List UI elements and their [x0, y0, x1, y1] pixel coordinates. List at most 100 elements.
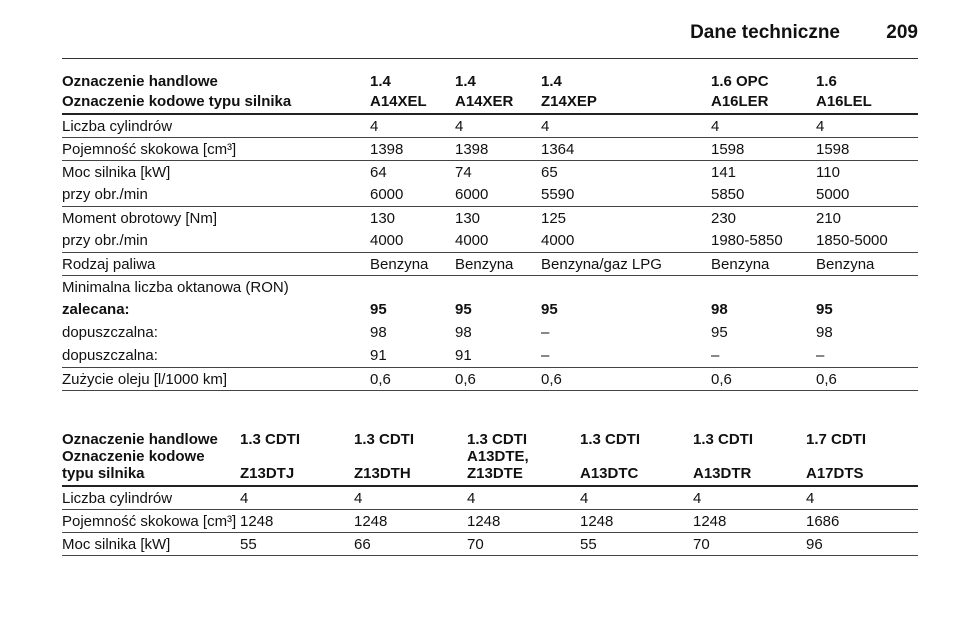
value-cell — [816, 275, 918, 298]
row-label: Moc silnika [kW] — [62, 532, 240, 556]
value-cell: 4000 — [455, 229, 541, 253]
header-cell: A17DTS — [806, 448, 918, 487]
header-cell: 1.6 — [816, 73, 837, 90]
value-cell: 98 — [816, 324, 833, 341]
header-cell: A13DTE, Z13DTE — [467, 448, 580, 487]
header-cell: 1.6 OPC — [711, 73, 769, 90]
row-label: zalecana: — [62, 301, 130, 318]
value-cell: 130 — [455, 209, 481, 227]
value-cell: 4 — [240, 486, 354, 510]
header-row: Oznaczenie kodowe typu silnika Z13DTJ Z13D… — [62, 448, 918, 487]
value-cell: – — [541, 324, 550, 341]
header-cell: 1.7 CDTI — [806, 431, 867, 448]
value-cell: 125 — [541, 209, 567, 227]
value-cell: 230 — [711, 209, 737, 227]
table-head: Oznaczenie handlowe 1.4 1.4 1.4 1.6 OPC 1.6 Oz… — [62, 70, 918, 115]
value-cell — [370, 275, 455, 298]
value-cell: 4 — [467, 486, 580, 510]
value-cell: 1980-5850 — [711, 229, 816, 253]
value-cell: 55 — [240, 532, 354, 556]
value-cell: 95 — [816, 301, 833, 318]
value-cell: Benzyna — [816, 252, 918, 276]
value-cell: 1850-5000 — [816, 229, 918, 253]
value-cell — [711, 275, 816, 298]
header-row: Oznaczenie handlowe 1.3 CDTI 1.3 CDTI 1.3 C… — [62, 428, 918, 448]
header-cell: A13DTR — [693, 448, 806, 487]
table-head: Oznaczenie handlowe 1.3 CDTI 1.3 CDTI 1.3 C… — [62, 428, 918, 487]
row-label: dopuszczalna: — [62, 344, 370, 368]
value-cell: 70 — [467, 532, 580, 556]
table-row: Rodzaj paliwa Benzyna Benzyna Benzyna/gaz L… — [62, 252, 918, 276]
row-label: Moment obrotowy [Nm] — [62, 209, 218, 227]
header-cell: 1.4 — [455, 73, 476, 90]
value-cell: 5850 — [711, 183, 816, 207]
table-row: Pojemność skokowa [cm³] 1398 1398 1364 1598 1… — [62, 137, 918, 161]
value-cell: 1248 — [693, 509, 806, 533]
table-row: Moc silnika [kW] 55 66 70 55 70 96 — [62, 532, 918, 556]
row-label: Liczba cylindrów — [62, 114, 370, 138]
value-cell: Benzyna — [370, 252, 455, 276]
page-header: Dane techniczne 209 — [62, 14, 918, 59]
value-cell: 55 — [580, 532, 693, 556]
row-label: Liczba cylindrów — [62, 486, 240, 510]
table-row: Zużycie oleju [l/1000 km] 0,6 0,6 0,6 0,6 0,6 — [62, 367, 918, 391]
value-cell: 110 — [816, 163, 840, 181]
header-cell: 1.3 CDTI — [354, 431, 415, 448]
header-cell: Oznaczenie kodowe typu silnika — [62, 448, 240, 487]
row-label: Minimalna liczba oktanowa (RON) — [62, 278, 289, 296]
value-cell: 6000 — [455, 183, 541, 207]
value-cell: 0,6 — [455, 367, 541, 391]
value-cell: 4 — [693, 486, 806, 510]
spec-table: Oznaczenie handlowe 1.4 1.4 1.4 1.6 OPC 1.6 Oz… — [62, 70, 918, 391]
value-cell: 4000 — [370, 229, 455, 253]
value-cell: 141 — [711, 163, 737, 181]
value-cell: 91 — [370, 344, 455, 368]
value-cell: 91 — [455, 344, 541, 368]
value-cell: 5000 — [816, 183, 918, 207]
header-cell: A16LEL — [816, 90, 918, 115]
header-cell: A16LER — [711, 90, 816, 115]
value-cell: – — [816, 344, 918, 368]
header-cell: 1.3 CDTI — [467, 431, 528, 448]
row-label: Pojemność skokowa [cm³] — [62, 509, 240, 533]
header-cell: A14XEL — [370, 90, 455, 115]
value-cell — [541, 275, 711, 298]
header-title: Dane techniczne — [690, 22, 840, 43]
value-cell: 98 — [370, 324, 387, 341]
value-cell — [455, 275, 541, 298]
value-cell: 98 — [455, 324, 472, 341]
value-cell: 6000 — [370, 183, 455, 207]
value-cell: 70 — [693, 532, 806, 556]
table-row: dopuszczalna: 91 91– – – — [62, 344, 918, 368]
value-cell: 98 — [711, 301, 728, 318]
value-cell: 95 — [541, 301, 558, 318]
table-row: Pojemność skokowa [cm³] 1248 1248 1248 1248 1… — [62, 509, 918, 533]
row-label: dopuszczalna: — [62, 324, 158, 341]
table-row: zalecana: 95 95 95 98 95 — [62, 298, 918, 321]
value-cell: 66 — [354, 532, 467, 556]
value-cell: 130 — [370, 209, 396, 227]
value-cell: 1398 — [455, 137, 541, 161]
value-cell: 4 — [455, 114, 541, 138]
row-label: przy obr./min — [62, 229, 370, 253]
value-cell: 1686 — [806, 509, 918, 533]
row-label: Zużycie oleju [l/1000 km] — [62, 367, 370, 391]
header-row: Oznaczenie kodowe typu silnika A14XEL A14X… — [62, 90, 918, 115]
value-cell: – — [541, 344, 711, 368]
value-cell: Benzyna — [455, 252, 541, 276]
header-cell: 1.4 — [541, 73, 562, 90]
value-cell: 1398 — [370, 137, 455, 161]
value-cell: 5590 — [541, 183, 711, 207]
value-cell: 1598 — [711, 137, 816, 161]
header-row: Oznaczenie handlowe 1.4 1.4 1.4 1.6 OPC 1.6 — [62, 70, 918, 90]
header-cell: 1.3 CDTI — [693, 431, 754, 448]
value-cell: 1248 — [467, 509, 580, 533]
value-cell: 4 — [354, 486, 467, 510]
value-cell: 95 — [370, 301, 387, 318]
table-row: dopuszczalna: 98 98 – 95 98 — [62, 321, 918, 344]
table-row: Minimalna liczba oktanowa (RON) — [62, 275, 918, 298]
value-cell: 4 — [806, 486, 918, 510]
value-cell: 96 — [806, 532, 918, 556]
row-label: Rodzaj paliwa — [62, 252, 370, 276]
header-cell: Oznaczenie kodowe typu silnika — [62, 90, 370, 115]
